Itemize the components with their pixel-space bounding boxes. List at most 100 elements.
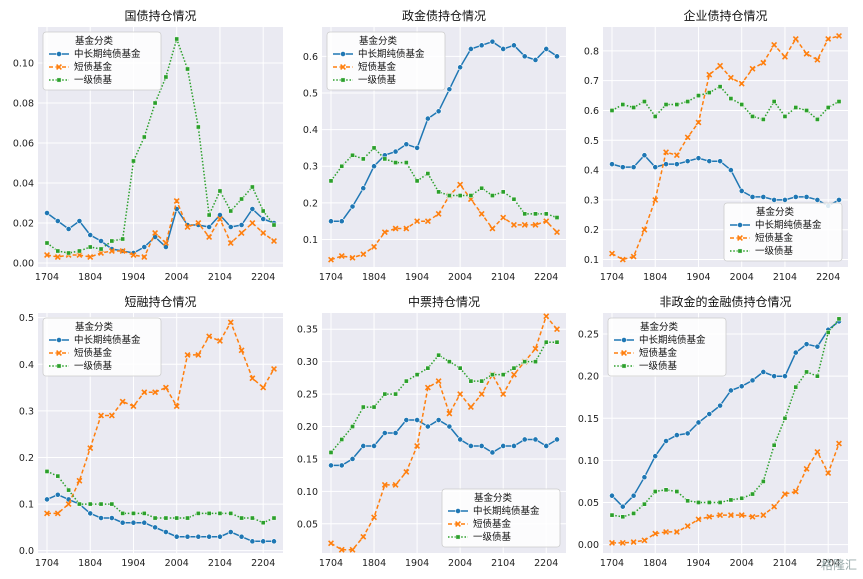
data-point — [371, 514, 378, 521]
x-tick-label: 1904 — [121, 558, 145, 569]
data-point — [673, 528, 680, 535]
data-point — [510, 371, 517, 378]
data-point — [468, 443, 474, 449]
data-point — [630, 253, 637, 260]
data-point — [435, 417, 442, 423]
data-point — [630, 164, 637, 171]
data-point — [371, 443, 377, 449]
data-point — [673, 152, 680, 159]
y-tick-label: 0.6 — [303, 52, 318, 63]
legend-title: 基金分类 — [640, 321, 679, 333]
y-tick-label: 0.3 — [303, 162, 318, 173]
data-point — [782, 415, 788, 421]
y-tick-label: 0.00 — [13, 259, 34, 270]
data-point — [522, 359, 528, 364]
legend-label: 一级债基 — [74, 74, 113, 86]
data-point — [381, 229, 388, 236]
data-point — [630, 539, 637, 546]
legend-marker — [340, 64, 346, 70]
data-point — [206, 224, 213, 230]
data-point — [738, 383, 745, 390]
data-point — [511, 42, 517, 49]
data-point — [771, 373, 778, 380]
data-point — [228, 511, 234, 516]
y-tick-label: 0.8 — [584, 46, 599, 57]
data-point — [174, 36, 180, 42]
data-point — [510, 221, 517, 228]
data-point — [825, 470, 832, 476]
data-point — [684, 430, 691, 437]
data-point — [706, 411, 713, 417]
data-point — [727, 74, 734, 81]
y-tick-label: 0.5 — [303, 88, 318, 99]
data-point — [87, 232, 94, 238]
x-tick-label: 2204 — [816, 558, 840, 569]
data-point — [206, 212, 212, 218]
legend-marker — [737, 248, 743, 254]
data-point — [260, 538, 267, 545]
data-point — [490, 193, 495, 198]
data-point — [771, 503, 778, 510]
data-point — [750, 491, 755, 497]
data-point — [457, 64, 464, 71]
data-point — [328, 256, 334, 263]
data-point — [695, 119, 702, 126]
series-line — [331, 419, 558, 467]
data-point — [163, 529, 169, 535]
data-point — [184, 533, 191, 540]
data-point — [609, 161, 615, 168]
chart-title: 非政金的金融债持仓情况 — [659, 294, 791, 309]
data-point — [120, 236, 126, 242]
data-point — [696, 500, 701, 505]
y-tick-label: 0.5 — [19, 313, 34, 324]
x-tick-label: 1804 — [78, 558, 102, 569]
data-point — [717, 158, 723, 165]
data-point — [815, 117, 820, 122]
data-point — [184, 224, 191, 230]
data-point — [695, 419, 702, 426]
data-point — [260, 230, 267, 236]
data-point — [468, 46, 474, 52]
data-point — [98, 515, 104, 521]
series-3 — [44, 36, 277, 256]
data-point — [360, 251, 367, 258]
data-point — [360, 533, 367, 540]
data-point — [814, 56, 821, 63]
data-point — [119, 398, 126, 405]
chart-panel-2: 1704 1804 1904 2004 2104 2204 0.1 0.2 0.3 0.4 0.5 0… — [303, 8, 566, 283]
data-point — [663, 438, 669, 444]
data-point — [706, 500, 712, 505]
y-tick-label: 0.1 — [19, 500, 34, 511]
data-point — [130, 519, 137, 526]
data-point — [119, 519, 126, 526]
legend-box — [723, 202, 843, 262]
data-point — [260, 520, 266, 526]
data-point — [87, 445, 94, 452]
data-point — [403, 378, 409, 384]
data-point — [760, 59, 767, 66]
data-point — [360, 443, 367, 449]
data-point — [814, 197, 821, 203]
data-point — [328, 450, 334, 455]
series-line — [611, 35, 840, 261]
data-point — [162, 384, 169, 391]
data-point — [393, 391, 398, 397]
data-point — [695, 155, 702, 162]
data-point — [424, 115, 431, 122]
series-2 — [328, 181, 560, 263]
legend-title: 基金分类 — [75, 321, 114, 333]
data-point — [271, 365, 277, 372]
legend-marker — [56, 363, 62, 369]
data-point — [339, 437, 345, 442]
data-point — [446, 423, 453, 430]
series-line — [611, 320, 840, 508]
series-3 — [328, 339, 560, 455]
data-point — [609, 539, 615, 546]
data-point — [98, 238, 104, 244]
data-point — [696, 93, 701, 98]
data-point — [771, 99, 777, 104]
data-point — [727, 512, 734, 519]
